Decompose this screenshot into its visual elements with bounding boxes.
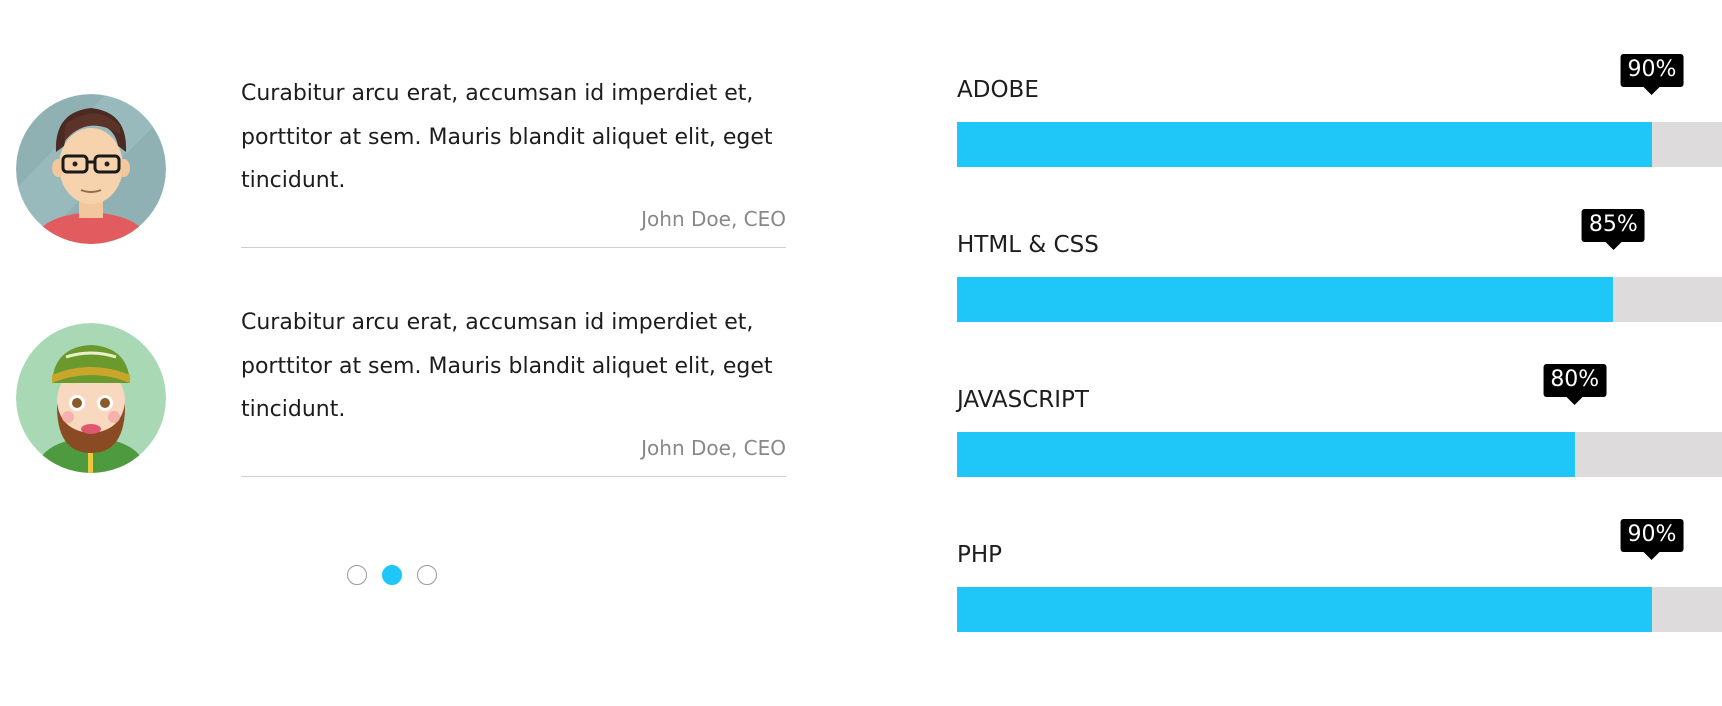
skill-label: ADOBE — [957, 77, 1039, 103]
testimonial-author: John Doe, CEO — [641, 435, 786, 460]
carousel-dot-2[interactable] — [382, 565, 402, 585]
skill-label: HTML & CSS — [957, 232, 1099, 258]
skill-php: PHP 90% — [957, 519, 1722, 662]
carousel-dot-1[interactable] — [347, 565, 367, 585]
avatar-bearded-man — [16, 323, 166, 473]
skill-fill — [957, 432, 1575, 477]
skill-track — [957, 277, 1722, 322]
skill-javascript: JAVASCRIPT 80% — [957, 364, 1722, 507]
man-with-glasses-avatar-icon — [16, 94, 166, 244]
skill-label: PHP — [957, 542, 1003, 568]
skill-label: JAVASCRIPT — [957, 387, 1089, 413]
testimonial-author: John Doe, CEO — [641, 206, 786, 231]
skill-track — [957, 122, 1722, 167]
skill-track — [957, 432, 1722, 477]
avatar-man-with-glasses — [16, 94, 166, 244]
skill-fill — [957, 122, 1652, 167]
skill-percent-tooltip: 90% — [1620, 519, 1684, 560]
bearded-man-with-hat-avatar-icon — [16, 323, 166, 473]
testimonial-card: Curabitur arcu erat, accumsan id imperdi… — [241, 72, 786, 248]
testimonial-card: Curabitur arcu erat, accumsan id imperdi… — [241, 301, 786, 477]
skill-html-css: HTML & CSS 85% — [957, 209, 1722, 352]
skill-percent-tooltip: 90% — [1620, 54, 1684, 95]
testimonial-text: Curabitur arcu erat, accumsan id imperdi… — [241, 310, 773, 422]
skill-track — [957, 587, 1722, 632]
skill-percent-tooltip: 85% — [1581, 209, 1645, 250]
skill-fill — [957, 587, 1652, 632]
carousel-dot-3[interactable] — [417, 565, 437, 585]
skill-adobe: ADOBE 90% — [957, 54, 1722, 197]
testimonial-text: Curabitur arcu erat, accumsan id imperdi… — [241, 81, 773, 193]
skill-fill — [957, 277, 1614, 322]
carousel-pagination — [347, 565, 437, 585]
skill-percent-tooltip: 80% — [1543, 364, 1607, 405]
